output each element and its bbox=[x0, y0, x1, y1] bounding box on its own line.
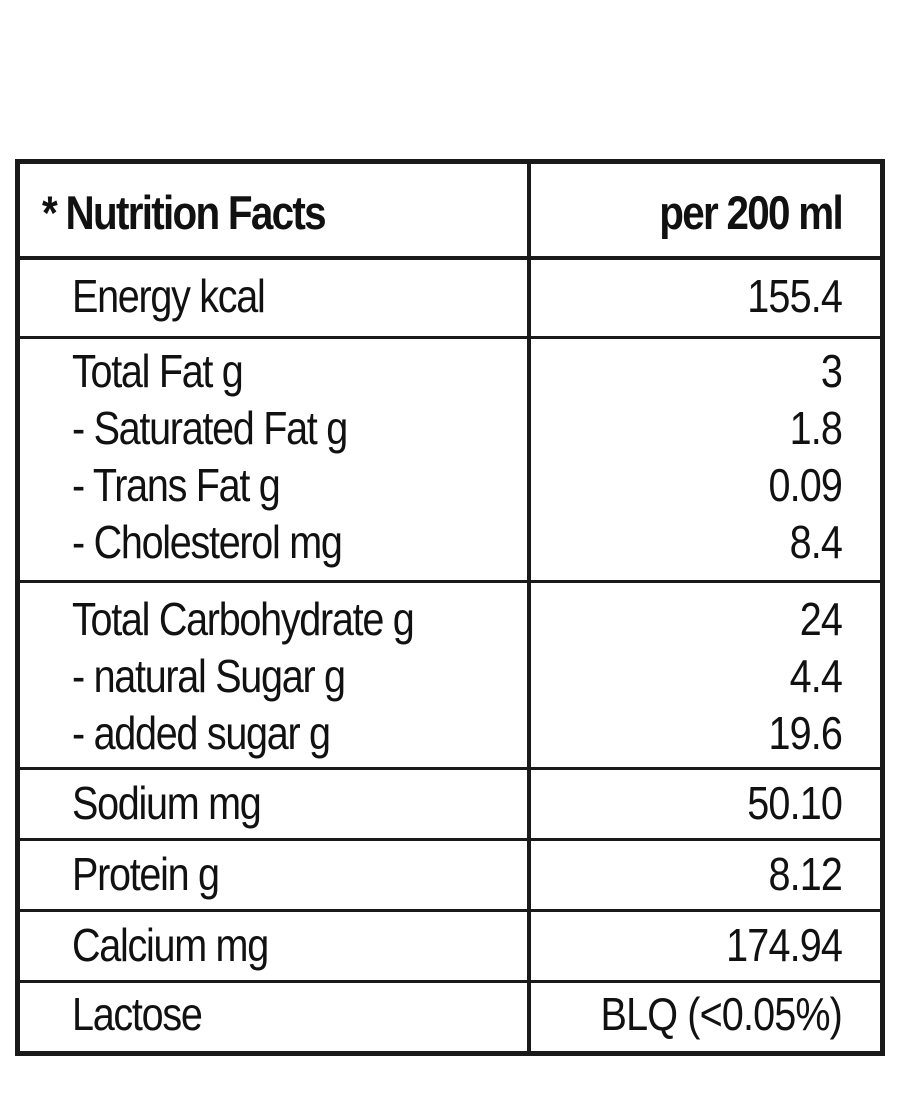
nutrient-group-protein: Protein g 8.12 bbox=[20, 841, 880, 912]
nutrient-value: 50.10 bbox=[747, 777, 843, 829]
nutrient-value: BLQ (<0.05%) bbox=[600, 988, 843, 1040]
nutrient-label: Total Carbohydrate g bbox=[72, 593, 415, 645]
nutrient-group-calcium: Calcium mg 174.94 bbox=[20, 912, 880, 983]
table-header-row: * Nutrition Facts per 200 ml bbox=[20, 164, 880, 260]
nutrient-group-energy: Energy kcal 155.4 bbox=[20, 260, 880, 339]
nutrient-group-sodium: Sodium mg 50.10 bbox=[20, 770, 880, 841]
nutrient-label: - Trans Fat g bbox=[72, 459, 281, 511]
column-divider bbox=[527, 164, 531, 1051]
nutrient-label: Total Fat g bbox=[72, 345, 244, 397]
nutrition-facts-table: * Nutrition Facts per 200 ml Energy kcal… bbox=[15, 159, 885, 1056]
nutrient-group-fats: Total Fat g - Saturated Fat g - Trans Fa… bbox=[20, 339, 880, 583]
nutrient-value: 1.8 bbox=[789, 402, 843, 454]
nutrient-value: 0.09 bbox=[768, 459, 842, 511]
nutrient-value: 19.6 bbox=[768, 707, 842, 759]
table-title: * Nutrition Facts bbox=[42, 186, 327, 239]
nutrient-value: 174.94 bbox=[726, 919, 843, 971]
nutrient-value: 4.4 bbox=[789, 650, 843, 702]
nutrient-value: 155.4 bbox=[747, 270, 843, 322]
nutrient-label: Calcium mg bbox=[72, 919, 269, 971]
nutrient-value: 24 bbox=[799, 593, 843, 645]
nutrient-label: - added sugar g bbox=[72, 707, 331, 759]
nutrient-label: - Saturated Fat g bbox=[72, 402, 348, 454]
nutrient-label: Sodium mg bbox=[72, 777, 262, 829]
nutrient-label: Protein g bbox=[72, 848, 220, 900]
nutrient-value: 8.12 bbox=[768, 848, 842, 900]
nutrient-label: Energy kcal bbox=[72, 270, 266, 322]
nutrient-label: - natural Sugar g bbox=[72, 650, 346, 702]
nutrient-label: - Cholesterol mg bbox=[72, 516, 343, 568]
nutrient-value: 8.4 bbox=[789, 516, 843, 568]
nutrient-group-lactose: Lactose BLQ (<0.05%) bbox=[20, 983, 880, 1051]
nutrient-value: 3 bbox=[820, 345, 843, 397]
nutrient-label: Lactose bbox=[72, 988, 203, 1040]
serving-size-header: per 200 ml bbox=[659, 186, 843, 239]
nutrient-group-carbohydrates: Total Carbohydrate g - natural Sugar g -… bbox=[20, 583, 880, 770]
